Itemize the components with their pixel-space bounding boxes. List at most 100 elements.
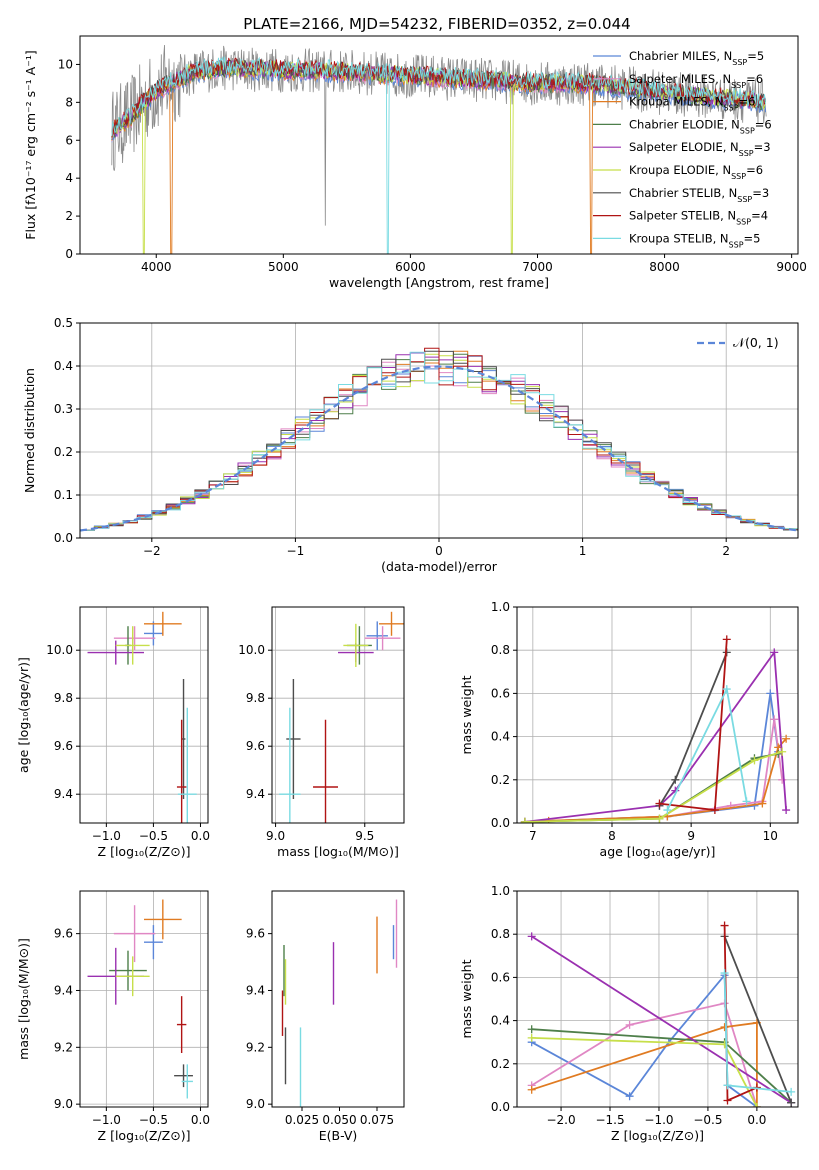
x-axis-label: age [log₁₀(age/yr)] (600, 844, 716, 859)
x-tick-label: 7 (529, 829, 537, 843)
y-tick-label: 6 (65, 133, 73, 147)
panel-mass-vs-ebv: 0.025 0.050 0.075 9.0 9.2 9.4 9.6 E(B-V) (246, 890, 405, 1143)
legend-label: Chabrier MILES, NSSP=5 (629, 49, 764, 67)
series-chabrier-elodie (520, 749, 783, 823)
plot-area (520, 635, 791, 823)
data-point-marker (520, 817, 529, 823)
series-line (524, 649, 787, 823)
x-tick-label: 0.075 (360, 1113, 394, 1127)
y-tick-label: 0.5 (54, 316, 73, 330)
legend-label: Kroupa ELODIE, NSSP=6 (629, 163, 763, 181)
plot-area (281, 899, 398, 1107)
data-point-marker (710, 806, 719, 815)
y-axis-label: mass weight (459, 675, 474, 754)
data-point-marker (722, 635, 731, 644)
series-line (531, 1037, 758, 1107)
series-kroupa-miles (520, 734, 791, 823)
data-point-marker (655, 814, 664, 823)
y-tick-label: 9.6 (54, 927, 73, 941)
panel-age-vs-mass: 9.0 9.5 9.4 9.6 9.8 10.0 mass [log₁₀(M/M⊙)] (238, 606, 405, 859)
errorbar-chabrier-stelib (286, 679, 301, 799)
x-tick-label: 5000 (268, 260, 299, 274)
series-kroupa-elodie (527, 1033, 761, 1107)
errorbar-kroupa-elodie (115, 956, 150, 997)
data-point-marker (527, 932, 536, 941)
x-tick-label: −0.5 (139, 829, 168, 843)
x-tick-label: 9.5 (355, 829, 374, 843)
series-salpeter-miles (520, 715, 787, 823)
y-tick-label: 0.0 (491, 1100, 510, 1114)
data-point-marker (778, 747, 787, 756)
data-point-marker (527, 1085, 536, 1094)
y-tick-label: 9.2 (246, 1040, 265, 1054)
panel-age-vs-Z: −1.0 −0.5 0.0 9.4 9.6 9.8 10.0 Z [log₁₀(Z/Z⊙)] a… (16, 606, 210, 859)
y-axis-label: mass weight (459, 959, 474, 1038)
y-tick-label: 0.0 (491, 816, 510, 830)
series-salpeter-stelib (655, 635, 731, 815)
data-point-marker (750, 756, 759, 765)
x-tick-label: 0.025 (285, 1113, 319, 1127)
y-tick-label: 0.2 (491, 1057, 510, 1071)
y-tick-label: 9.4 (246, 787, 265, 801)
series-kroupa-stelib (720, 969, 796, 1096)
errorbar-chabrier-elodie (109, 950, 147, 991)
errorbar-salpeter-elodie (87, 640, 144, 665)
x-tick-label: 4000 (141, 260, 172, 274)
legend-label: Kroupa STELIB, NSSP=5 (629, 231, 760, 249)
axes-frame (271, 890, 405, 1108)
errorbar-salpeter-stelib (176, 719, 187, 823)
series-salpeter-elodie (520, 648, 791, 823)
data-point-marker (625, 1020, 634, 1029)
y-tick-label: 9.8 (246, 691, 265, 705)
x-tick-label: 9000 (776, 260, 807, 274)
y-axis-label: age [log₁₀(age/yr)] (16, 657, 31, 773)
series-salpeter-elodie (527, 932, 796, 1107)
legend-label: Salpeter STELIB, NSSP=4 (629, 209, 768, 227)
x-tick-label: 1 (579, 544, 587, 558)
series-line (531, 1002, 758, 1107)
legend-label: Salpeter ELODIE, NSSP=3 (629, 140, 771, 158)
x-axis-label: Z [log₁₀(Z/Z⊙)] (611, 1128, 704, 1143)
series-line (531, 1021, 758, 1107)
y-tick-label: 9.8 (54, 691, 73, 705)
errorbar-kroupa-stelib (177, 707, 197, 823)
data-point-marker (723, 1081, 732, 1090)
x-tick-label: 8000 (649, 260, 680, 274)
series-kroupa-elodie (520, 747, 787, 823)
errorbar-kroupa-miles (144, 899, 182, 940)
errorbar-salpeter-miles (113, 626, 156, 651)
data-point-marker (722, 685, 731, 694)
x-tick-label: 0.050 (322, 1113, 356, 1127)
plot-area (87, 899, 193, 1099)
x-axis-label: Z [log₁₀(Z/Z⊙)] (98, 844, 191, 859)
plot-area (111, 44, 767, 254)
y-tick-label: 9.6 (54, 739, 73, 753)
errorbar-kroupa-stelib (181, 1064, 193, 1099)
data-point-marker (787, 1098, 796, 1107)
y-tick-label: 0.8 (491, 643, 510, 657)
plot-area (87, 611, 197, 823)
data-point-marker (655, 799, 664, 808)
y-tick-label: 10 (58, 57, 73, 71)
errorbar-kroupa-stelib (279, 707, 301, 823)
x-tick-label: 0.0 (191, 1113, 210, 1127)
x-tick-label: −1.0 (644, 1113, 673, 1127)
y-tick-label: 0.6 (491, 686, 510, 700)
x-tick-label: 0.0 (191, 829, 210, 843)
y-tick-label: 0.3 (54, 402, 73, 416)
data-point-marker (770, 648, 779, 657)
panel-residuals: −2 −1 0 1 2 0.0 0.1 0.2 0.3 0.4 0.5 (data-model)/er… (22, 316, 799, 574)
data-point-marker (720, 969, 729, 978)
y-tick-label: 9.4 (54, 787, 73, 801)
data-point-marker (663, 806, 672, 815)
series-chabrier-elodie (527, 1025, 796, 1107)
y-axis-label: Flux [fλ10⁻¹⁷ erg cm⁻² s⁻¹ A⁻¹] (23, 50, 38, 239)
x-tick-label: 6000 (395, 260, 426, 274)
y-tick-label: 9.0 (54, 1097, 73, 1111)
legend-label: 𝒩(0, 1) (733, 335, 779, 350)
axes-frame (271, 606, 405, 824)
panel-mass-vs-Z: −1.0 −0.5 0.0 9.0 9.2 9.4 9.6 Z [log₁₀(Z/Z⊙)] ma… (16, 890, 210, 1143)
y-tick-label: 9.6 (246, 927, 265, 941)
y-tick-label: 0.8 (491, 927, 510, 941)
x-tick-label: −1 (287, 544, 305, 558)
